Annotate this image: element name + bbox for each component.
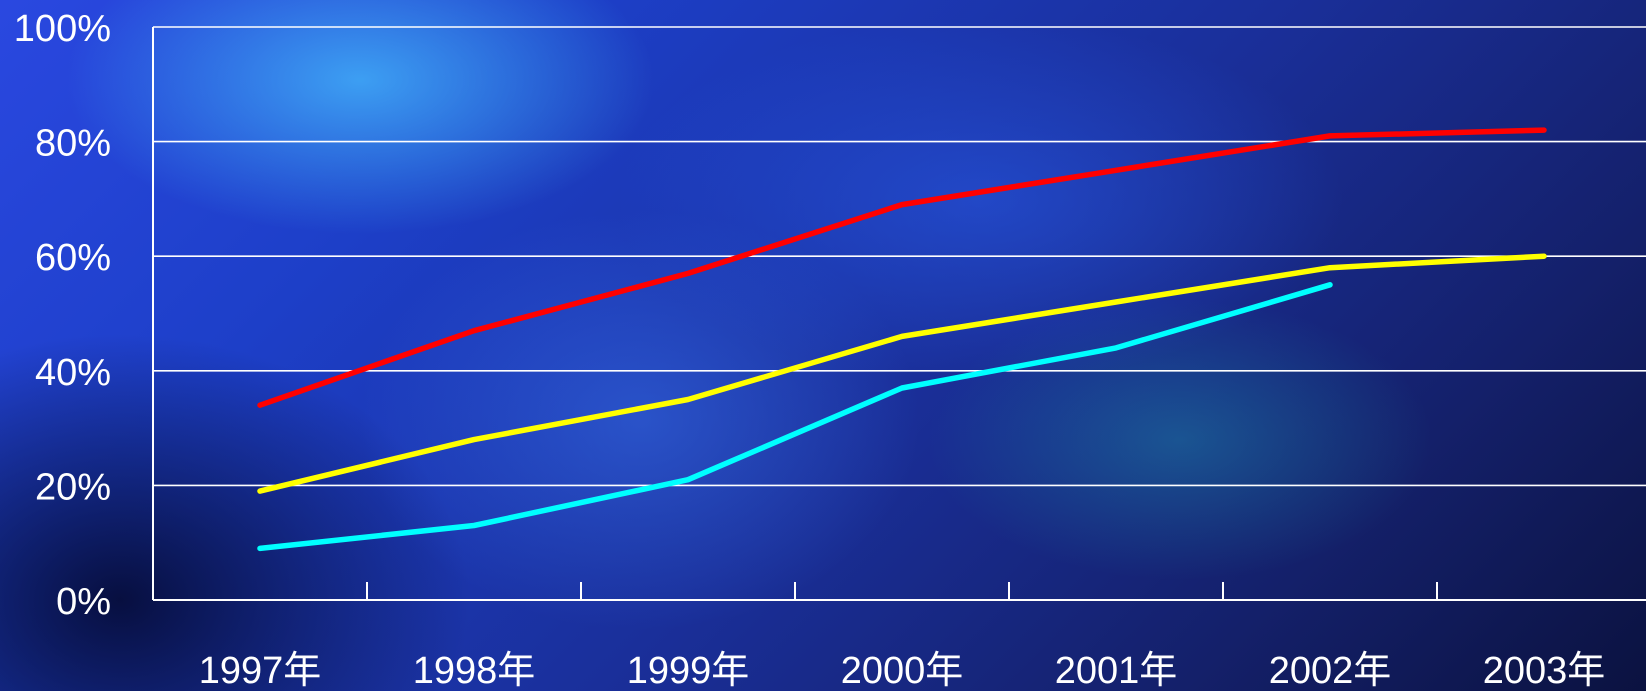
- y-tick-label: 20%: [35, 466, 111, 508]
- y-tick-label: 40%: [35, 352, 111, 394]
- series-line-1: [257, 127, 1547, 408]
- y-axis-labels: 0% 20% 40% 60% 80% 100%: [14, 8, 111, 623]
- x-tick-label: 1999年: [627, 650, 750, 691]
- gridlines: [153, 26, 1646, 487]
- y-tick-label: 80%: [35, 123, 111, 165]
- x-tick-label: 2000年: [841, 650, 964, 691]
- axes: [152, 27, 1646, 601]
- y-tick-label: 100%: [14, 8, 111, 50]
- series-lines: [257, 127, 1547, 552]
- y-tick-label: 60%: [35, 237, 111, 279]
- x-tick-label: 1998年: [413, 650, 536, 691]
- x-tick-label: 1997年: [199, 650, 322, 691]
- x-axis-labels: 1997年 1998年 1999年 2000年 2001年 2002年 2003年: [199, 650, 1606, 691]
- x-tick-label: 2001年: [1055, 650, 1178, 691]
- series-line-2: [257, 253, 1547, 494]
- series-line-3: [257, 282, 1333, 552]
- x-tick-label: 2003年: [1483, 650, 1606, 691]
- x-tick-label: 2002年: [1269, 650, 1392, 691]
- y-tick-label: 0%: [56, 581, 111, 623]
